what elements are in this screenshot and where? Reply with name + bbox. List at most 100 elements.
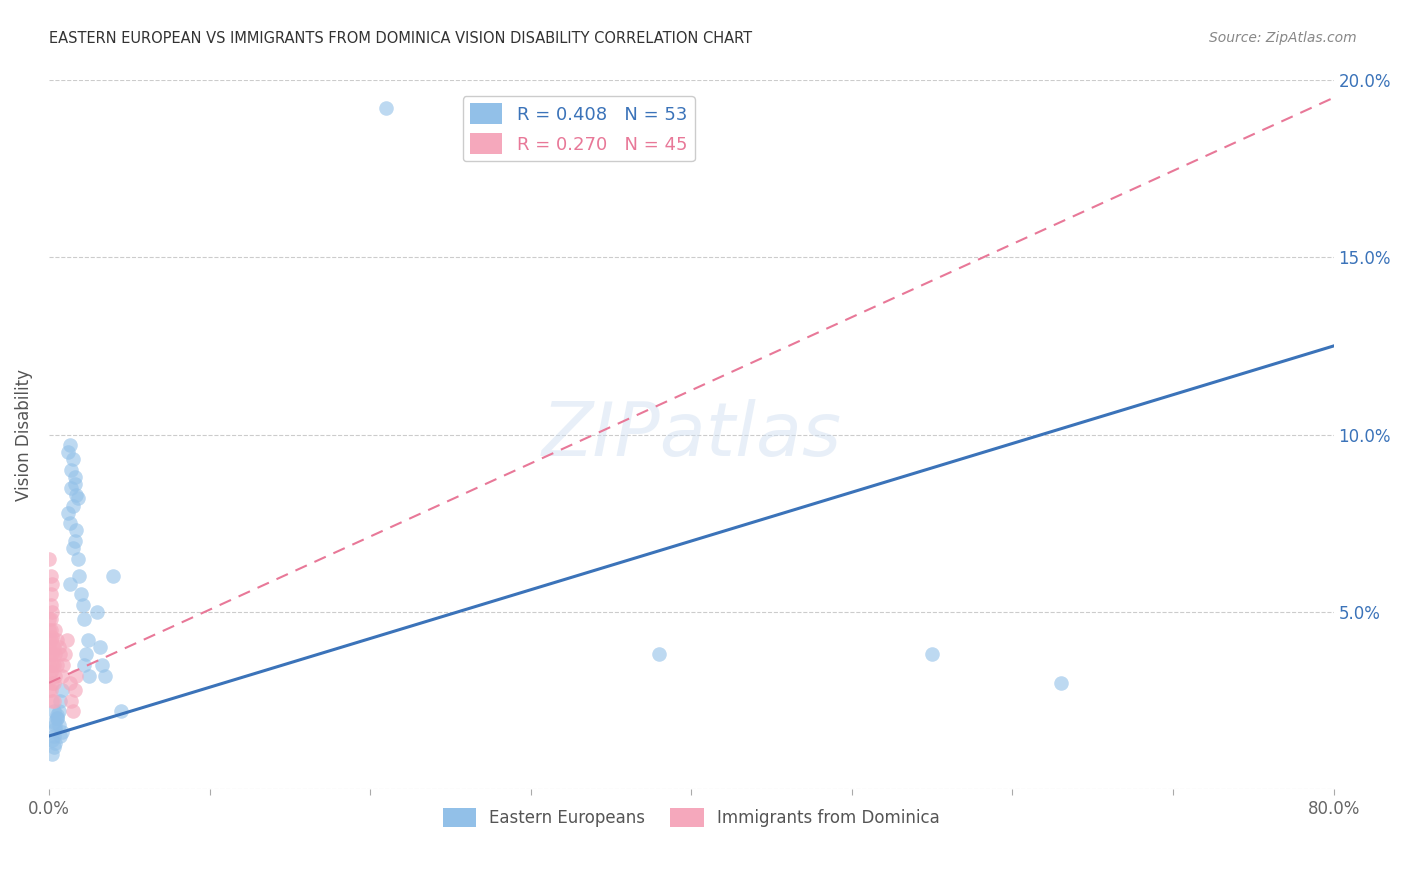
Point	[38, 648, 60, 662]
Point	[39, 598, 62, 612]
Point	[41, 648, 63, 662]
Point	[41, 605, 63, 619]
Text: ZIPatlas: ZIPatlas	[541, 399, 841, 471]
Point	[41, 732, 63, 747]
Text: EASTERN EUROPEAN VS IMMIGRANTS FROM DOMINICA VISION DISABILITY CORRELATION CHART: EASTERN EUROPEAN VS IMMIGRANTS FROM DOMI…	[49, 31, 752, 46]
Point	[72, 598, 94, 612]
Point	[66, 551, 89, 566]
Point	[46, 711, 69, 725]
Point	[39, 682, 62, 697]
Point	[38, 612, 60, 626]
Point	[55, 633, 77, 648]
Point	[48, 718, 70, 732]
Point	[65, 488, 87, 502]
Point	[49, 729, 72, 743]
Point	[89, 640, 111, 655]
Point	[921, 648, 943, 662]
Point	[51, 725, 73, 739]
Point	[42, 714, 65, 729]
Point	[62, 499, 84, 513]
Point	[63, 682, 86, 697]
Point	[41, 747, 63, 761]
Point	[66, 491, 89, 506]
Point	[44, 623, 66, 637]
Point	[46, 711, 69, 725]
Point	[42, 693, 65, 707]
Point	[648, 648, 671, 662]
Point	[62, 541, 84, 555]
Point	[44, 648, 66, 662]
Point	[44, 669, 66, 683]
Point	[62, 704, 84, 718]
Point	[42, 704, 65, 718]
Point	[46, 658, 69, 673]
Point	[46, 633, 69, 648]
Point	[52, 658, 75, 673]
Point	[44, 722, 66, 736]
Point	[60, 463, 83, 477]
Point	[59, 438, 82, 452]
Point	[39, 587, 62, 601]
Point	[44, 718, 66, 732]
Point	[103, 569, 125, 583]
Point	[46, 707, 69, 722]
Point	[58, 506, 80, 520]
Point	[65, 669, 87, 683]
Point	[63, 477, 86, 491]
Point	[60, 481, 83, 495]
Point	[39, 623, 62, 637]
Point	[59, 676, 82, 690]
Y-axis label: Vision Disability: Vision Disability	[15, 368, 32, 500]
Point	[59, 516, 82, 531]
Legend: Eastern Europeans, Immigrants from Dominica: Eastern Europeans, Immigrants from Domin…	[436, 802, 946, 834]
Point	[63, 470, 86, 484]
Point	[42, 739, 65, 754]
Point	[76, 633, 98, 648]
Point	[60, 693, 83, 707]
Text: Source: ZipAtlas.com: Source: ZipAtlas.com	[1209, 31, 1357, 45]
Point	[59, 576, 82, 591]
Point	[48, 704, 70, 718]
Point	[42, 658, 65, 673]
Point	[42, 676, 65, 690]
Point	[110, 704, 132, 718]
Point	[49, 693, 72, 707]
Point	[69, 569, 91, 583]
Point	[38, 633, 60, 648]
Point	[41, 630, 63, 644]
Point	[48, 640, 70, 655]
Point	[42, 729, 65, 743]
Point	[41, 693, 63, 707]
Point	[65, 524, 87, 538]
Point	[62, 452, 84, 467]
Point	[38, 640, 60, 655]
Point	[39, 665, 62, 680]
Point	[44, 736, 66, 750]
Point	[38, 658, 60, 673]
Point	[38, 551, 60, 566]
Point	[51, 669, 73, 683]
Point	[39, 569, 62, 583]
Point	[73, 612, 96, 626]
Point	[39, 648, 62, 662]
Point	[38, 623, 60, 637]
Point	[53, 648, 76, 662]
Point	[42, 640, 65, 655]
Point	[41, 676, 63, 690]
Point	[91, 658, 114, 673]
Point	[38, 682, 60, 697]
Point	[49, 648, 72, 662]
Point	[39, 612, 62, 626]
Point	[375, 101, 398, 115]
Point	[63, 533, 86, 548]
Point	[94, 669, 117, 683]
Point	[73, 658, 96, 673]
Point	[1049, 676, 1071, 690]
Point	[75, 648, 97, 662]
Point	[51, 682, 73, 697]
Point	[41, 576, 63, 591]
Point	[70, 587, 93, 601]
Point	[41, 658, 63, 673]
Point	[58, 445, 80, 459]
Point	[77, 669, 100, 683]
